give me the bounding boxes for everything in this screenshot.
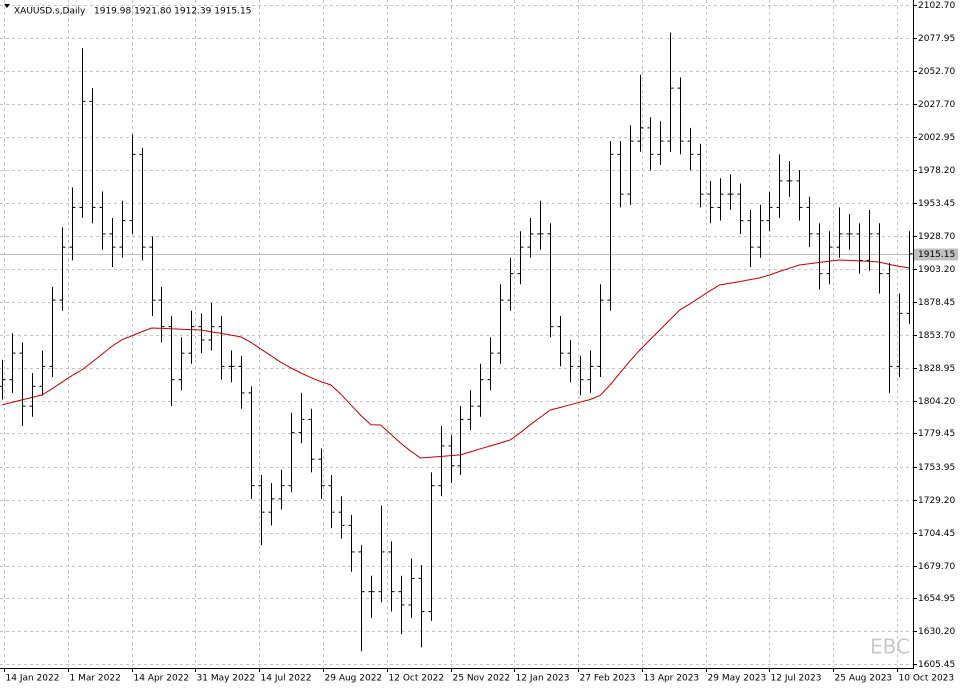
header-values: 1919.98 1921.80 1912.39 1915.15 xyxy=(94,7,251,17)
y-tick-label: 1779.45 xyxy=(918,429,955,439)
x-tick-label: 29 Aug 2022 xyxy=(325,674,383,684)
x-tick-label: 12 Oct 2022 xyxy=(389,674,445,684)
x-tick-label: 10 Oct 2023 xyxy=(899,674,955,684)
current-price-box xyxy=(914,248,958,261)
x-tick-label: 25 Nov 2022 xyxy=(453,674,511,684)
x-tick-label: 14 Apr 2022 xyxy=(134,674,190,684)
moving-average-layer xyxy=(1,259,910,459)
y-tick-label: 1753.95 xyxy=(918,463,955,473)
moving-average xyxy=(1,259,910,459)
y-tick-label: 2102.70 xyxy=(918,1,955,11)
axes: 2102.70 2077.95 2052.70 2027.70 2002.95 1978.… xyxy=(4,1,958,684)
y-tick-label: 1978.20 xyxy=(918,166,955,176)
x-tick-label: 25 Aug 2023 xyxy=(835,674,893,684)
y-tick-label: 1654.95 xyxy=(918,594,955,604)
y-tick-label: 1903.20 xyxy=(918,265,955,275)
bars xyxy=(0,32,913,652)
y-tick-label: 1605.45 xyxy=(918,660,955,670)
y-tick-label: 2052.70 xyxy=(918,67,955,77)
y-tick-label: 2077.95 xyxy=(918,34,955,44)
y-tick-label: 1828.95 xyxy=(918,364,955,374)
y-tick-label: 1878.45 xyxy=(918,298,955,308)
x-tick-label: 14 Jan 2022 xyxy=(6,674,60,684)
y-tick-label: 1953.45 xyxy=(918,199,955,209)
y-tick-label: 1804.20 xyxy=(918,397,955,407)
x-tick-label: 29 May 2023 xyxy=(708,674,767,684)
symbol-marker xyxy=(4,4,10,8)
x-tick-label: 14 Jul 2022 xyxy=(261,674,312,684)
x-tick-label: 12 Jan 2023 xyxy=(516,674,570,684)
y-tick-label: 1729.20 xyxy=(918,496,955,506)
y-tick-label: 1928.70 xyxy=(918,232,955,242)
x-tick-label: 1 Mar 2022 xyxy=(70,674,121,684)
y-tick-label: 2002.95 xyxy=(918,133,955,143)
x-tick-label: 12 Jul 2023 xyxy=(771,674,822,684)
x-tick-label: 27 Feb 2023 xyxy=(580,674,636,684)
watermark: EBC xyxy=(870,635,910,659)
y-tick-label: 1704.45 xyxy=(918,529,955,539)
chart-title: XAUUSD.s,Daily xyxy=(14,7,86,17)
x-tick-label: 13 Apr 2023 xyxy=(644,674,700,684)
y-tick-label: 1679.70 xyxy=(918,562,955,572)
x-tick-label: 31 May 2022 xyxy=(197,674,256,684)
y-tick-label: 2027.70 xyxy=(918,100,955,110)
y-tick-label: 1630.20 xyxy=(918,627,955,637)
y-tick-label: 1853.70 xyxy=(918,331,955,341)
current-price-label: 1915.15 xyxy=(918,250,955,260)
